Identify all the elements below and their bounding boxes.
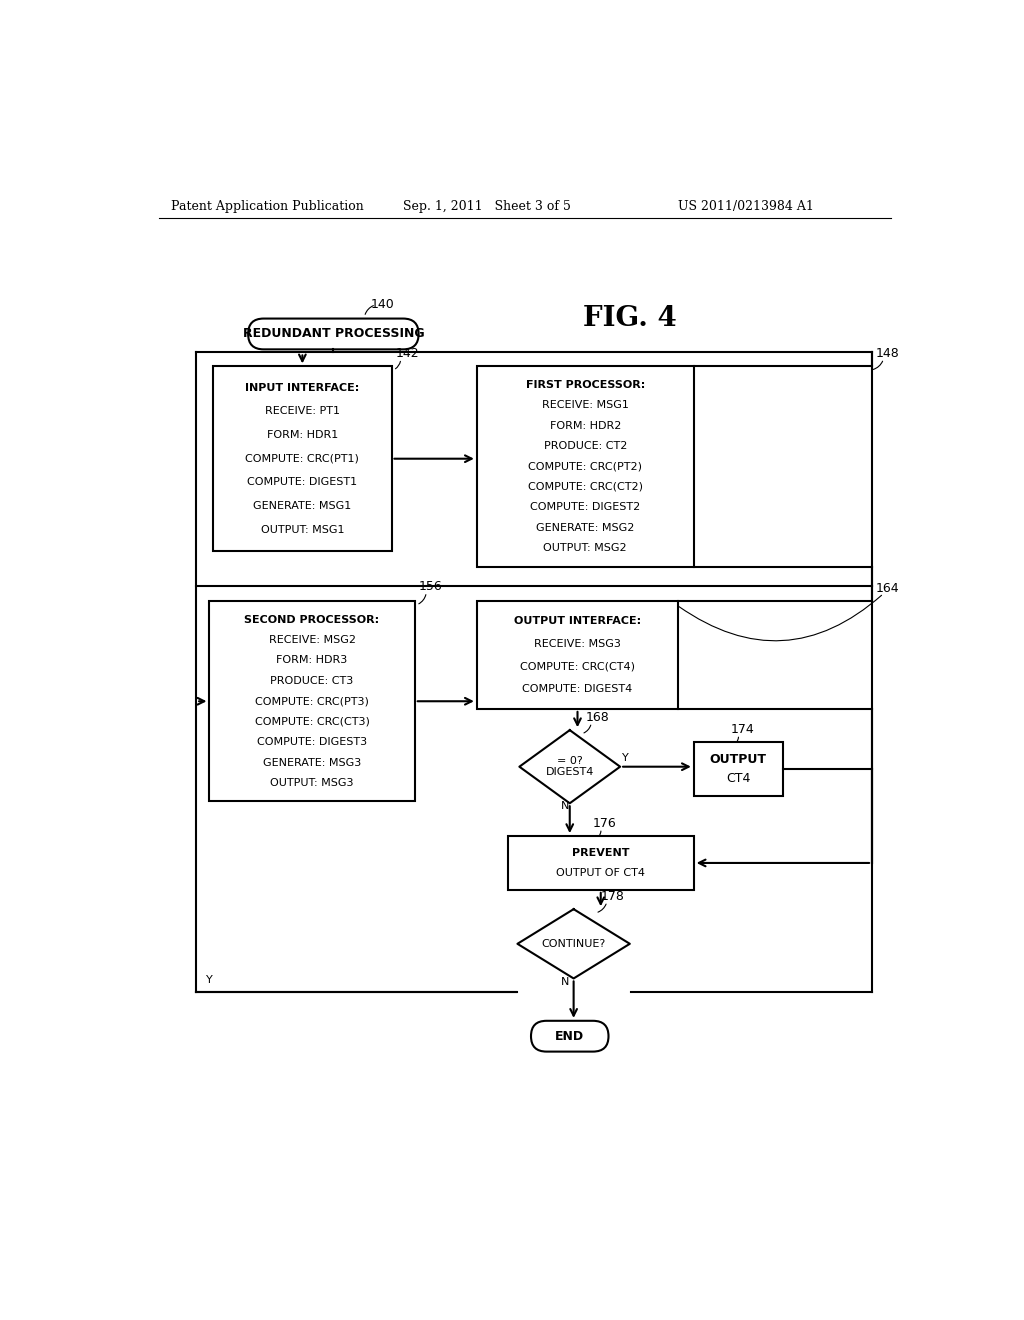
Text: N: N [561, 977, 569, 986]
Text: DIGEST4: DIGEST4 [546, 767, 594, 777]
Text: END: END [555, 1030, 585, 1043]
Text: 178: 178 [601, 890, 625, 903]
Text: US 2011/0213984 A1: US 2011/0213984 A1 [678, 199, 814, 213]
Text: COMPUTE: DIGEST1: COMPUTE: DIGEST1 [248, 478, 357, 487]
Text: PREVENT: PREVENT [572, 849, 630, 858]
Bar [209, 601, 415, 801]
Text: Sep. 1, 2011   Sheet 3 of 5: Sep. 1, 2011 Sheet 3 of 5 [403, 199, 571, 213]
Text: PRODUCE: CT3: PRODUCE: CT3 [270, 676, 353, 686]
Text: Patent Application Publication: Patent Application Publication [171, 199, 364, 213]
Bar [213, 367, 391, 552]
Text: RECEIVE: PT1: RECEIVE: PT1 [265, 407, 340, 416]
Text: COMPUTE: DIGEST2: COMPUTE: DIGEST2 [530, 502, 640, 512]
Text: COMPUTE: CRC(PT3): COMPUTE: CRC(PT3) [255, 696, 369, 706]
Text: 176: 176 [593, 817, 616, 830]
Text: Y: Y [206, 975, 212, 985]
Text: GENERATE: MSG2: GENERATE: MSG2 [536, 523, 635, 533]
Text: COMPUTE: CRC(CT4): COMPUTE: CRC(CT4) [520, 661, 635, 672]
Text: CONTINUE?: CONTINUE? [542, 939, 606, 949]
Text: RECEIVE: MSG3: RECEIVE: MSG3 [535, 639, 621, 649]
Text: RECEIVE: MSG1: RECEIVE: MSG1 [542, 400, 629, 411]
Text: FORM: HDR3: FORM: HDR3 [276, 656, 348, 665]
Text: = 0?: = 0? [557, 756, 583, 767]
Text: Y: Y [622, 752, 629, 763]
Text: PRODUCE: CT2: PRODUCE: CT2 [544, 441, 627, 451]
Text: INPUT INTERFACE:: INPUT INTERFACE: [246, 383, 359, 392]
Bar [693, 742, 783, 796]
Text: 164: 164 [876, 582, 899, 595]
Text: SECOND PROCESSOR:: SECOND PROCESSOR: [245, 615, 380, 624]
Text: FIG. 4: FIG. 4 [584, 305, 677, 333]
Bar [477, 366, 693, 566]
Text: RECEIVE: MSG2: RECEIVE: MSG2 [268, 635, 355, 645]
FancyBboxPatch shape [248, 318, 419, 350]
Bar [508, 836, 693, 890]
Text: 174: 174 [730, 723, 755, 735]
Text: COMPUTE: DIGEST3: COMPUTE: DIGEST3 [257, 737, 368, 747]
Text: 156: 156 [419, 579, 442, 593]
Text: GENERATE: MSG1: GENERATE: MSG1 [253, 502, 351, 511]
Text: GENERATE: MSG3: GENERATE: MSG3 [263, 758, 361, 767]
Text: N: N [560, 801, 568, 812]
Text: OUTPUT: MSG2: OUTPUT: MSG2 [544, 543, 627, 553]
Text: 140: 140 [371, 298, 394, 312]
Text: OUTPUT: MSG1: OUTPUT: MSG1 [261, 525, 344, 535]
Bar [477, 601, 678, 709]
Text: COMPUTE: CRC(CT2): COMPUTE: CRC(CT2) [527, 482, 643, 492]
Text: CT4: CT4 [726, 772, 751, 785]
Text: REDUNDANT PROCESSING: REDUNDANT PROCESSING [243, 327, 424, 341]
Text: 168: 168 [586, 711, 609, 723]
Text: OUTPUT INTERFACE:: OUTPUT INTERFACE: [514, 616, 641, 627]
FancyBboxPatch shape [531, 1020, 608, 1052]
Text: FORM: HDR2: FORM: HDR2 [550, 421, 621, 430]
Text: 148: 148 [876, 347, 900, 360]
Text: FIRST PROCESSOR:: FIRST PROCESSOR: [525, 380, 645, 389]
Text: OUTPUT: OUTPUT [710, 752, 767, 766]
Text: COMPUTE: CRC(PT1): COMPUTE: CRC(PT1) [246, 454, 359, 463]
Text: COMPUTE: CRC(PT2): COMPUTE: CRC(PT2) [528, 462, 642, 471]
Text: COMPUTE: CRC(CT3): COMPUTE: CRC(CT3) [255, 717, 370, 727]
Text: 142: 142 [395, 347, 419, 360]
Text: OUTPUT OF CT4: OUTPUT OF CT4 [556, 867, 645, 878]
Text: FORM: HDR1: FORM: HDR1 [266, 430, 338, 440]
Text: OUTPUT: MSG3: OUTPUT: MSG3 [270, 777, 354, 788]
Text: COMPUTE: DIGEST4: COMPUTE: DIGEST4 [522, 684, 633, 694]
